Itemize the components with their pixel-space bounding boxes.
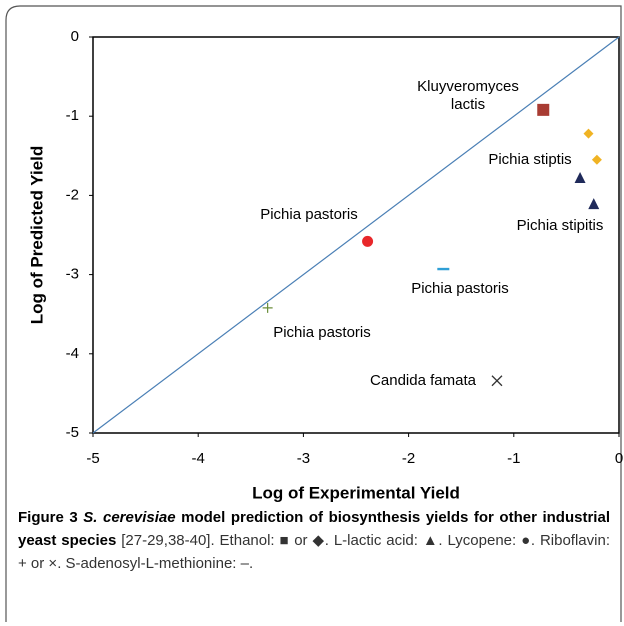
point (537, 103, 550, 116)
x-tick-label: -3 (297, 450, 310, 467)
annotation: Pichia stiptis (488, 151, 571, 168)
y-tick-label: -3 (66, 266, 79, 283)
y-tick-label: -4 (66, 345, 79, 362)
y-tick-label: -2 (66, 186, 79, 203)
annotation: Pichia pastoris (411, 280, 509, 297)
caption-title: model prediction of biosynthesis yields … (18, 509, 610, 549)
y-tick-label: -1 (66, 107, 79, 124)
diagonal (92, 36, 620, 434)
annotation: Pichia stipitis (517, 217, 604, 234)
x-tick-label: 0 (615, 450, 623, 467)
point (491, 375, 503, 387)
x-tick-label: -2 (402, 450, 415, 467)
x-tick-label: -1 (507, 450, 520, 467)
y-tick-label: 0 (71, 28, 79, 45)
caption-species: S. cerevisiae (83, 509, 176, 526)
x-axis-label: Log of Experimental Yield (252, 483, 460, 502)
point (437, 267, 450, 271)
y-axis-label: Log of Predicted Yield (27, 146, 46, 325)
annotation: Pichia pastoris (260, 206, 358, 223)
point (362, 235, 374, 247)
x-tick-label: -5 (86, 450, 99, 467)
annotation: lactis (451, 96, 485, 113)
caption-text: [27-29,38-40]. Ethanol: ■ or ◆. L-lactic… (18, 532, 610, 572)
y-tick-label: -5 (66, 424, 79, 441)
x-tick-label: -4 (192, 450, 205, 467)
point (262, 302, 273, 313)
annotation: Pichia pastoris (273, 324, 371, 341)
frame (5, 5, 622, 622)
point (591, 154, 602, 165)
caption-label: Figure 3 (18, 509, 78, 526)
plot-area (92, 36, 620, 434)
point (574, 171, 586, 183)
point (588, 198, 600, 210)
annotation: Kluyveromyces (417, 78, 519, 95)
point (583, 128, 594, 139)
caption: Figure 3 S. cerevisiae model prediction … (18, 506, 610, 575)
annotation: Candida famata (370, 372, 477, 389)
